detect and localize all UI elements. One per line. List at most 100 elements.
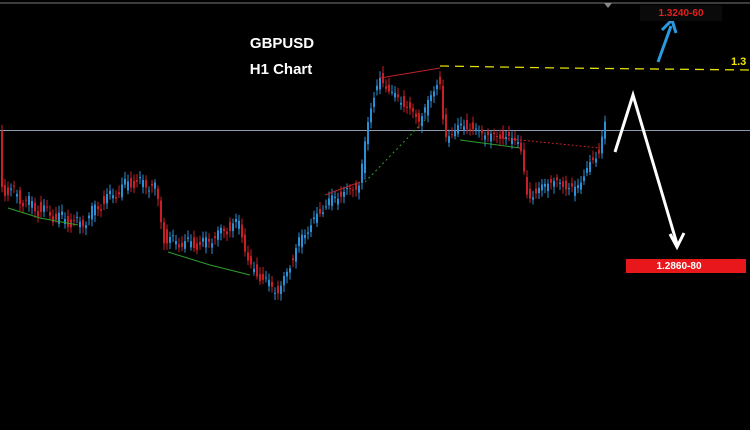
candle-body [421,116,423,127]
candle-body [496,136,498,138]
symbol-title: GBPUSD [250,35,314,52]
candle-body [301,234,303,248]
candle-body [175,241,177,245]
candle-body [349,187,351,189]
candle-body [169,237,171,243]
candle-body [373,97,375,107]
candle-body [313,217,315,219]
candle-body [259,274,261,282]
candle-body [202,237,204,242]
candle-body [589,162,591,172]
candle-body [40,201,42,212]
candle-body [109,190,111,195]
candle-body [502,130,504,139]
candle-body [286,271,288,277]
candle-body [4,185,6,196]
candle-body [385,86,387,89]
candle-body [229,221,231,231]
candle-body [196,243,198,250]
candle-body [601,136,603,154]
candle-body [418,113,420,122]
level-line [439,65,750,71]
candle-body [226,231,228,235]
candle-body [43,205,45,212]
candle-body [292,258,294,261]
candle-body [364,141,366,174]
candle-body [442,85,444,120]
candle-body [484,135,486,140]
candle-body [151,183,153,186]
candle-body [427,99,429,116]
candle-body [475,128,477,130]
candle-body [148,190,150,192]
resistance-line [324,181,361,196]
candle-body [115,197,117,199]
candle-body [217,230,219,240]
candle-body [463,126,465,131]
candle-body [37,211,39,217]
candle-body [139,176,141,179]
candle-body [133,180,135,189]
candle-body [52,216,54,223]
candle-body [367,122,369,145]
candle-body [403,96,405,107]
candle-body [379,77,381,90]
candle-body [520,142,522,152]
candle-body [352,189,354,191]
candle-body [235,218,237,222]
projection-arrow [613,89,686,251]
candle-body [7,187,9,196]
candle-body [76,216,78,218]
candle-body [400,102,402,105]
candle-body [580,182,582,190]
candle-body [337,198,339,205]
candle-body [208,238,210,242]
candle-body [469,129,471,131]
candle-body [280,285,282,294]
candle-body [538,187,540,194]
candle-body [586,168,588,173]
candle-body [541,184,543,191]
candle-body [511,137,513,144]
candle-body [121,184,123,198]
candle-body [493,132,495,134]
candle-body [154,182,156,189]
candle-body [67,216,69,228]
candle-body [79,221,81,228]
level-label: 1.3 [731,56,746,68]
candle-body [130,178,132,188]
candle-body [241,224,243,238]
candle-body [19,190,21,204]
candle-body [544,183,546,187]
candle-body [166,229,168,244]
candles [1,66,606,301]
candle-body [445,114,447,138]
candle-body [160,200,162,223]
candle-body [106,194,108,204]
candle-body [547,183,549,192]
candle-body [73,220,75,222]
candle-body [310,225,312,232]
candle-body [394,92,396,98]
candle-body [451,134,453,136]
target-up-box [640,5,722,21]
candle-body [514,137,516,141]
candle-body [295,248,297,262]
candle-body [82,219,84,227]
candle-body [25,199,27,201]
target-up-label: 1.3240-60 [658,8,703,19]
candle-body [334,196,336,198]
candle-body [346,188,348,190]
resistance-line [499,137,601,149]
candle-body [577,185,579,189]
candle-body [478,130,480,132]
candle-body [565,180,567,190]
pattern-lines [7,67,601,276]
candle-body [562,181,564,188]
candle-body [31,201,33,208]
candle-body [319,209,321,214]
candle-body [307,232,309,234]
candle-body [388,84,390,92]
candle-body [553,181,555,187]
